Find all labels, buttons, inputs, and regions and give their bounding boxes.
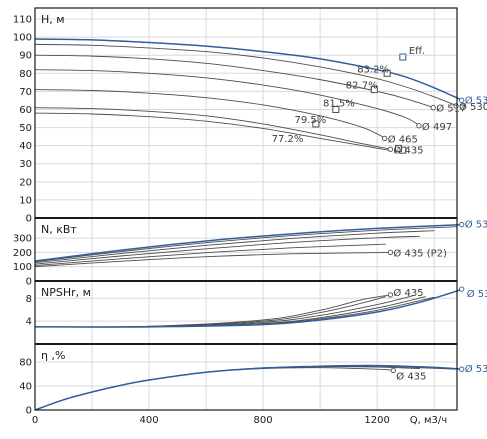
head-y-tick-label: 10 [19,195,32,206]
npsh-curve--538 [34,288,463,328]
power-y-tick-label: 200 [13,248,32,259]
npsh-y-tick-label: 4 [26,317,32,328]
head-curve--497 [34,69,421,127]
eff-marker-label: Eff. [409,46,425,57]
power-series-end-marker [387,249,394,256]
power-curve--517 [34,230,435,264]
operating-point-marker [312,120,320,128]
operating-point-marker [383,69,391,77]
eff-y-tick-label: 40 [19,382,32,393]
npsh-series-label: Ø 538 [467,288,487,300]
power-y-tick-label: 100 [13,262,32,273]
power-curve--497 [34,235,420,265]
curves-layer [34,38,464,411]
head-series-label: Ø 497 [422,121,452,133]
head-curve--465 [34,89,386,139]
head-series-end-marker [430,105,436,111]
head-curve--530 [34,43,458,107]
head-y-tick-label: 90 [19,51,32,62]
head-curve--435-b [34,112,389,151]
power-panel-title: N, кВт [41,223,77,236]
head-curve--538 [34,38,464,102]
power-y-tick-label: 300 [13,234,32,245]
eff-curve--538 [34,364,463,411]
head-y-tick-label: 0 [26,214,32,225]
marks-layer [312,53,465,374]
npsh-curve--465 [34,296,386,328]
npsh-series-label: Ø 435 [393,287,423,299]
power-y-tick-label: 0 [26,277,32,288]
head-series-label: Ø 538 [465,94,487,106]
eff-series-end-marker [390,367,396,374]
head-y-tick-label: 110 [13,15,32,26]
eff-series-label: Ø 435 [396,370,426,382]
power-curve--530 [34,226,458,263]
eff-series-label: Ø 538 [465,363,487,375]
head-y-tick-label: 40 [19,141,32,152]
head-y-tick-label: 20 [19,177,32,188]
x-tick-label: 0 [32,415,38,426]
power-curve--435-p2- [34,251,392,268]
operating-point-marker [399,53,407,61]
eff-y-tick-label: 0 [26,406,32,417]
head-series-label: Ø 465 [388,133,418,145]
x-tick-label: 1200 [364,415,389,426]
power-series-label: Ø 538 (P2) [465,219,487,231]
head-y-tick-label: 70 [19,87,32,98]
head-series-label: Ø 435 [393,144,423,156]
head-y-tick-label: 30 [19,159,32,170]
efficiency-label: 79.5% [294,115,326,126]
head-series-label: Ø 517 [436,103,466,115]
head-y-tick-label: 100 [13,33,32,44]
operating-point-marker [395,144,403,152]
npsh-panel-title: NPSHr, м [41,286,91,299]
head-series-label: Ø 530 [459,101,487,113]
head-curve--435 [34,107,392,150]
x-tick-label: 400 [140,415,159,426]
eff-curve--435 [34,367,395,411]
eff-series-end-marker [459,366,465,372]
frames-layer [34,7,458,411]
npsh-y-tick-label: 8 [26,294,32,305]
power-curve--538-p2- [34,223,463,262]
x-axis-label: Q, м3/ч [410,415,447,426]
efficiency-label: 82.7% [346,81,378,92]
head-series-end-marker [382,135,388,142]
head-panel-title: H, м [41,13,65,26]
operating-point-marker [370,86,378,94]
npsh-series-end-marker [459,286,465,292]
head-series-end-marker [387,146,394,152]
head-series-end-marker [416,123,422,129]
efficiency-label: 83.2% [357,64,389,75]
eff-y-tick-label: 80 [19,358,32,369]
eff-panel-title: η ,% [41,349,65,362]
eff-panel-frame [34,343,458,411]
head-y-tick-label: 60 [19,105,32,116]
efficiency-label: 81.5% [323,99,355,110]
operating-point-marker [332,105,340,113]
x-tick-label: 800 [254,415,273,426]
power-series-end-marker [459,221,465,228]
head-y-tick-label: 80 [19,69,32,80]
head-curve--517 [34,54,435,109]
eff-curve--497 [34,366,420,411]
power-series-label: Ø 435 (P2) [393,247,447,259]
efficiency-label: 77.2% [272,134,304,145]
head-series-end-marker [459,97,465,104]
head-y-tick-label: 50 [19,123,32,134]
power-curve--465 [34,243,386,267]
npsh-series-end-marker [387,292,394,298]
npsh-curve--435 [34,294,392,328]
